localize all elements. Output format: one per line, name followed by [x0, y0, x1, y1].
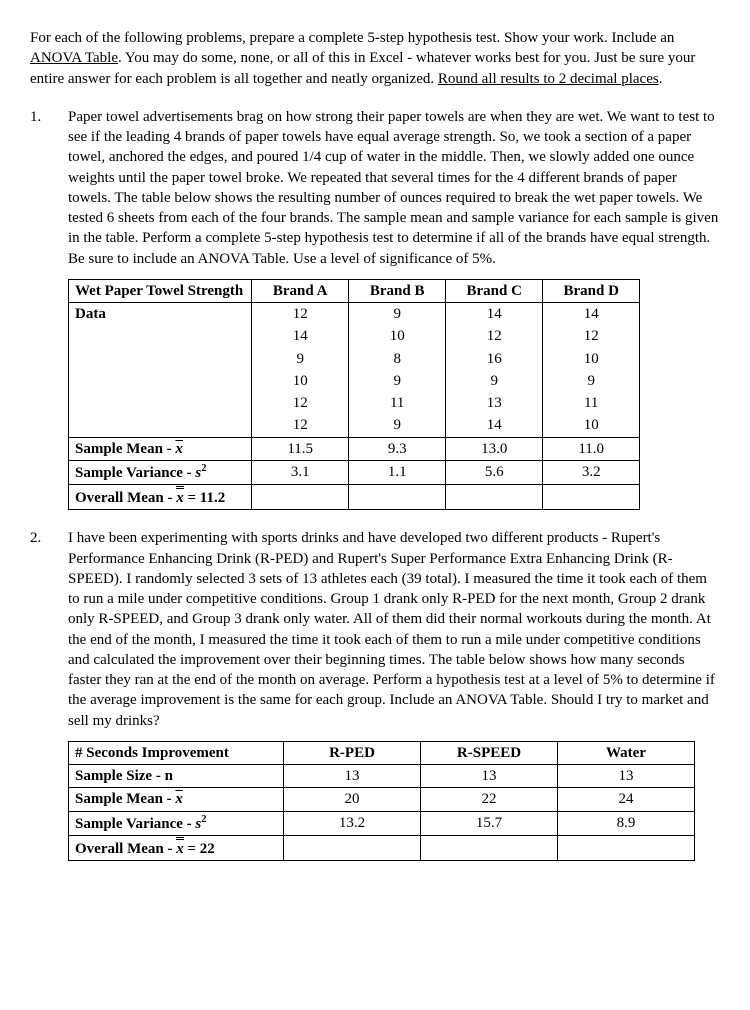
t1-header-2: Brand B	[349, 279, 446, 302]
t1-r5c1: 9	[349, 414, 446, 437]
t1-r4c1: 11	[349, 392, 446, 414]
table-paper-towel: Wet Paper Towel Strength Brand A Brand B…	[68, 279, 640, 511]
t1-mean-0: 11.5	[252, 437, 349, 460]
t1-mean-1: 9.3	[349, 437, 446, 460]
problem-2-text: I have been experimenting with sports dr…	[68, 528, 720, 731]
t1-r0c3: 14	[543, 303, 640, 326]
t1-r3c2: 9	[446, 370, 543, 392]
t1-header-0: Wet Paper Towel Strength	[69, 279, 252, 302]
t1-data-label: Data	[69, 303, 252, 326]
t1-r2c0: 9	[252, 348, 349, 370]
t2-var-1: 15.7	[421, 811, 558, 835]
t2-mean-0: 20	[284, 788, 421, 811]
t1-r3c0: 10	[252, 370, 349, 392]
t1-r5c2: 14	[446, 414, 543, 437]
t2-header-3: Water	[558, 741, 695, 764]
table-sports-drink: # Seconds Improvement R-PED R-SPEED Wate…	[68, 741, 695, 861]
t1-r2c2: 16	[446, 348, 543, 370]
t1-header-4: Brand D	[543, 279, 640, 302]
t1-r4c2: 13	[446, 392, 543, 414]
t1-var-label: Sample Variance - s2	[69, 460, 252, 484]
t1-mean-label: Sample Mean - x	[69, 437, 252, 460]
intro-text-c: .	[659, 71, 663, 87]
t1-var-1: 1.1	[349, 460, 446, 484]
t1-r3c1: 9	[349, 370, 446, 392]
intro-underline-1: ANOVA Table	[30, 50, 118, 66]
t2-size-label: Sample Size - n	[69, 765, 284, 788]
t2-header-1: R-PED	[284, 741, 421, 764]
t1-mean-2: 13.0	[446, 437, 543, 460]
t1-r5c0: 12	[252, 414, 349, 437]
t1-mean-3: 11.0	[543, 437, 640, 460]
t2-mean-label: Sample Mean - x	[69, 788, 284, 811]
t2-size-0: 13	[284, 765, 421, 788]
t1-r5c3: 10	[543, 414, 640, 437]
t1-r1c3: 12	[543, 325, 640, 347]
t1-r1c2: 12	[446, 325, 543, 347]
problem-1-number: 1.	[30, 107, 68, 511]
t1-r0c2: 14	[446, 303, 543, 326]
problem-2-number: 2.	[30, 528, 68, 861]
problem-2: 2. I have been experimenting with sports…	[30, 528, 720, 861]
t1-r3c3: 9	[543, 370, 640, 392]
t1-r0c1: 9	[349, 303, 446, 326]
t1-var-3: 3.2	[543, 460, 640, 484]
t2-var-2: 8.9	[558, 811, 695, 835]
instructions: For each of the following problems, prep…	[30, 28, 720, 89]
t2-mean-2: 24	[558, 788, 695, 811]
t1-r4c3: 11	[543, 392, 640, 414]
t1-r4c0: 12	[252, 392, 349, 414]
intro-underline-2: Round all results to 2 decimal places	[438, 71, 659, 87]
t1-r2c3: 10	[543, 348, 640, 370]
problem-1: 1. Paper towel advertisements brag on ho…	[30, 107, 720, 511]
t1-overall-label: Overall Mean - x = 11.2	[69, 485, 252, 510]
t2-header-0: # Seconds Improvement	[69, 741, 284, 764]
t2-header-2: R-SPEED	[421, 741, 558, 764]
t1-r0c0: 12	[252, 303, 349, 326]
t1-header-1: Brand A	[252, 279, 349, 302]
t1-r1c1: 10	[349, 325, 446, 347]
t2-var-0: 13.2	[284, 811, 421, 835]
t2-var-label: Sample Variance - s2	[69, 811, 284, 835]
intro-text-a: For each of the following problems, prep…	[30, 30, 674, 46]
t1-header-3: Brand C	[446, 279, 543, 302]
t2-size-2: 13	[558, 765, 695, 788]
t2-overall-label: Overall Mean - x = 22	[69, 835, 284, 860]
t2-mean-1: 22	[421, 788, 558, 811]
t1-var-0: 3.1	[252, 460, 349, 484]
t1-r1c0: 14	[252, 325, 349, 347]
t1-var-2: 5.6	[446, 460, 543, 484]
problem-1-text: Paper towel advertisements brag on how s…	[68, 107, 720, 269]
t2-size-1: 13	[421, 765, 558, 788]
t1-r2c1: 8	[349, 348, 446, 370]
